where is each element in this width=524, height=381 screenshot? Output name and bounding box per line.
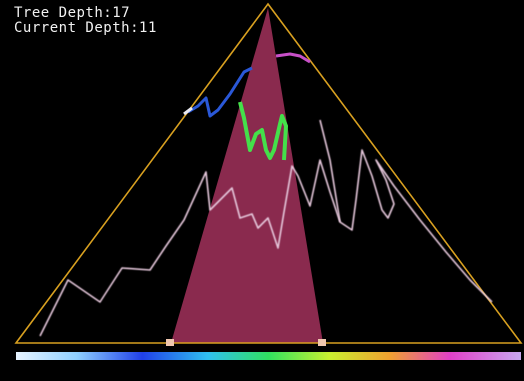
highlight-segment-green: [238, 101, 288, 161]
cone-marker-right: [318, 339, 326, 346]
highlight-segment-blue: [187, 66, 253, 118]
highlight-segment-white: [183, 106, 193, 116]
cone-marker-left: [166, 339, 174, 346]
outline-path: [39, 149, 493, 337]
hud-readout: Tree Depth:17 Current Depth:11: [14, 6, 157, 36]
spectrum-bar: [16, 352, 521, 360]
highlight-segment-magenta: [275, 52, 311, 64]
tree-depth-value: 17: [112, 5, 131, 21]
tree-depth-label: Tree Depth:: [14, 5, 113, 21]
tree-depth-readout: Tree Depth:17: [14, 6, 157, 21]
current-depth-value: 11: [139, 20, 157, 36]
bounding-triangle: [14, 2, 523, 344]
outline-path-upper: [319, 119, 341, 223]
current-depth-label: Current Depth:: [14, 20, 140, 36]
current-depth-readout: Current Depth:11: [14, 21, 157, 36]
visibility-cone: [171, 8, 323, 343]
